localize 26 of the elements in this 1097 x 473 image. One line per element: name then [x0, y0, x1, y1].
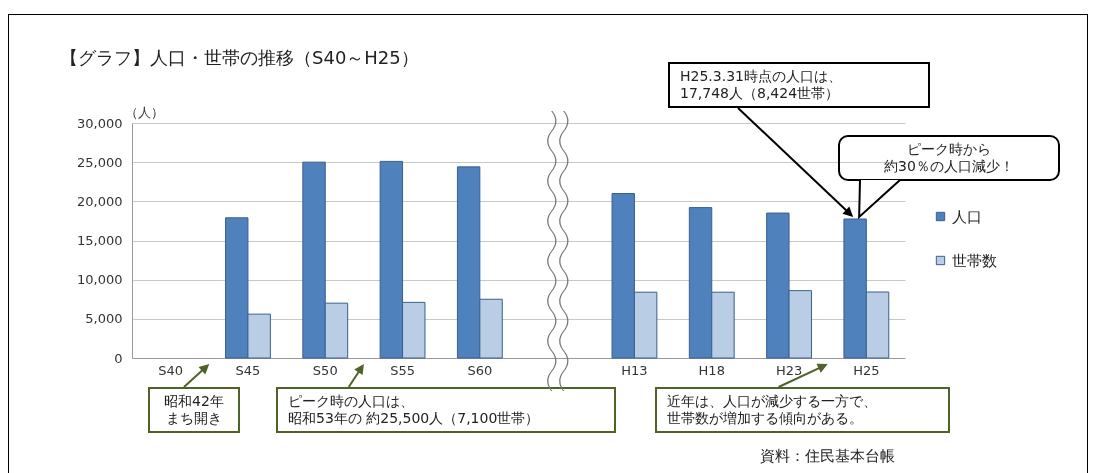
annotation: ピーク時から約30％の人口減少！ [838, 135, 1060, 181]
y-tick-label: 5,000 [85, 311, 123, 327]
x-tick-label: H18 [698, 362, 725, 378]
text: ピーク時の人口は、昭和53年の 約25,500人（7,100世帯） [276, 387, 616, 433]
x-tick-label: H23 [775, 362, 803, 378]
y-tick-label: 15,000 [77, 233, 123, 248]
y-axis-title: （人） [124, 104, 164, 120]
chart-title: 【グラフ】人口・世帯の推移（S40～H25） [60, 47, 419, 68]
y-tick-label: 0 [114, 350, 123, 366]
x-tick-label: H25 [853, 362, 880, 378]
text: 近年は、人口が減少する一方で、世帯数が増加する傾向がある。 [655, 387, 950, 433]
x-tick-label: S55 [390, 362, 415, 378]
y-tick-label: 25,000 [77, 154, 123, 170]
text: 資料：住民基本台帳 [760, 447, 896, 465]
legend-label: 人口 [952, 207, 982, 226]
y-tick-label: 20,000 [77, 193, 123, 209]
legend-label: 世帯数 [952, 251, 997, 270]
text: 昭和42年まち開き [148, 387, 240, 433]
y-tick-label: 10,000 [77, 272, 123, 288]
x-tick-label: H13 [621, 362, 648, 378]
x-tick-label: S60 [467, 362, 493, 378]
x-tick-label: S50 [312, 362, 338, 378]
x-tick-label: S45 [235, 362, 261, 378]
text: H25.3.31時点の人口は、17,748人（8,424世帯） [668, 62, 930, 108]
y-tick-label: 30,000 [77, 115, 123, 131]
x-tick-label: S40 [158, 362, 184, 378]
